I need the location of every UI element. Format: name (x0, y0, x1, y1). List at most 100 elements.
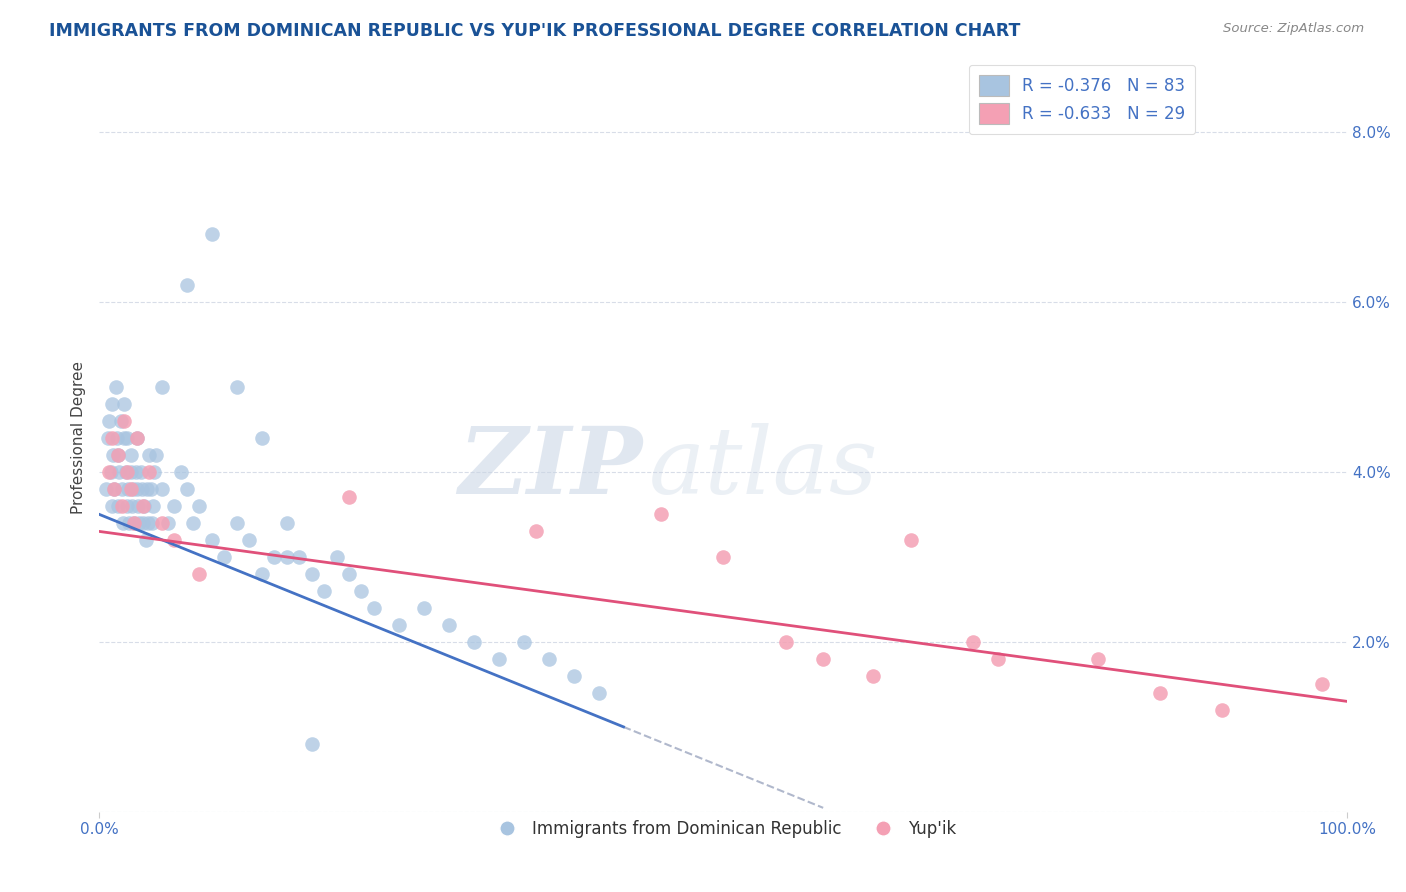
Point (301, 566, 323, 581)
Point (97, 431, 120, 445)
Point (135, 482, 157, 496)
Point (176, 482, 198, 496)
Point (512, 635, 534, 649)
Point (188, 566, 211, 581)
Point (650, 508, 672, 522)
Point (145, 448, 167, 462)
Point (105, 431, 128, 445)
Point (122, 482, 145, 496)
Y-axis label: Professional Degree: Professional Degree (72, 361, 86, 515)
Point (811, 652, 834, 666)
Point (124, 516, 146, 530)
Point (201, 533, 224, 547)
Point (150, 516, 173, 530)
Point (862, 669, 884, 683)
Text: Source: ZipAtlas.com: Source: ZipAtlas.com (1223, 22, 1364, 36)
Point (163, 499, 186, 513)
Point (101, 397, 124, 411)
Legend: Immigrants from Dominican Republic, Yup'ik: Immigrants from Dominican Republic, Yup'… (484, 814, 963, 845)
Point (132, 499, 155, 513)
Point (775, 635, 797, 649)
Point (201, 227, 224, 241)
Point (138, 448, 160, 462)
Point (225, 516, 247, 530)
Point (169, 465, 191, 479)
Point (112, 414, 135, 428)
Point (524, 524, 547, 539)
Point (463, 635, 485, 649)
Point (588, 686, 610, 700)
Point (114, 465, 136, 479)
Point (120, 482, 142, 496)
Point (163, 533, 186, 547)
Point (263, 549, 285, 564)
Point (120, 448, 142, 462)
Point (124, 465, 146, 479)
Point (131, 482, 153, 496)
Point (150, 380, 173, 394)
Point (139, 482, 162, 496)
Text: atlas: atlas (648, 423, 877, 513)
Point (127, 499, 149, 513)
Point (104, 380, 127, 394)
Point (962, 635, 984, 649)
Point (94, 482, 117, 496)
Point (537, 652, 560, 666)
Point (121, 499, 143, 513)
Point (1310, 677, 1333, 691)
Point (312, 583, 335, 598)
Point (132, 516, 155, 530)
Point (103, 482, 125, 496)
Point (112, 397, 135, 411)
Point (276, 516, 298, 530)
Point (337, 491, 360, 505)
Point (134, 499, 156, 513)
Point (250, 431, 273, 445)
Point (225, 380, 247, 394)
Point (107, 499, 129, 513)
Point (238, 533, 260, 547)
Point (350, 583, 373, 598)
Point (437, 618, 460, 632)
Point (388, 618, 411, 632)
Point (101, 448, 124, 462)
Point (115, 499, 138, 513)
Point (117, 482, 139, 496)
Point (120, 465, 142, 479)
Point (135, 533, 157, 547)
Text: ZIP: ZIP (458, 423, 643, 513)
Point (115, 431, 138, 445)
Point (1087, 652, 1109, 666)
Point (987, 652, 1010, 666)
Point (562, 669, 585, 683)
Point (141, 516, 163, 530)
Point (128, 516, 150, 530)
Point (176, 278, 198, 293)
Point (212, 549, 235, 564)
Point (124, 516, 146, 530)
Point (98, 414, 121, 428)
Point (181, 516, 204, 530)
Point (157, 516, 180, 530)
Text: IMMIGRANTS FROM DOMINICAN REPUBLIC VS YUP'IK PROFESSIONAL DEGREE CORRELATION CHA: IMMIGRANTS FROM DOMINICAN REPUBLIC VS YU… (49, 22, 1021, 40)
Point (129, 465, 152, 479)
Point (112, 431, 135, 445)
Point (337, 566, 360, 581)
Point (107, 448, 129, 462)
Point (143, 465, 166, 479)
Point (900, 533, 922, 547)
Point (301, 737, 323, 751)
Point (488, 652, 510, 666)
Point (108, 465, 131, 479)
Point (325, 549, 347, 564)
Point (125, 482, 148, 496)
Point (115, 465, 138, 479)
Point (98, 465, 121, 479)
Point (150, 482, 173, 496)
Point (138, 465, 160, 479)
Point (125, 431, 148, 445)
Point (101, 431, 124, 445)
Point (125, 431, 148, 445)
Point (1149, 686, 1171, 700)
Point (188, 499, 211, 513)
